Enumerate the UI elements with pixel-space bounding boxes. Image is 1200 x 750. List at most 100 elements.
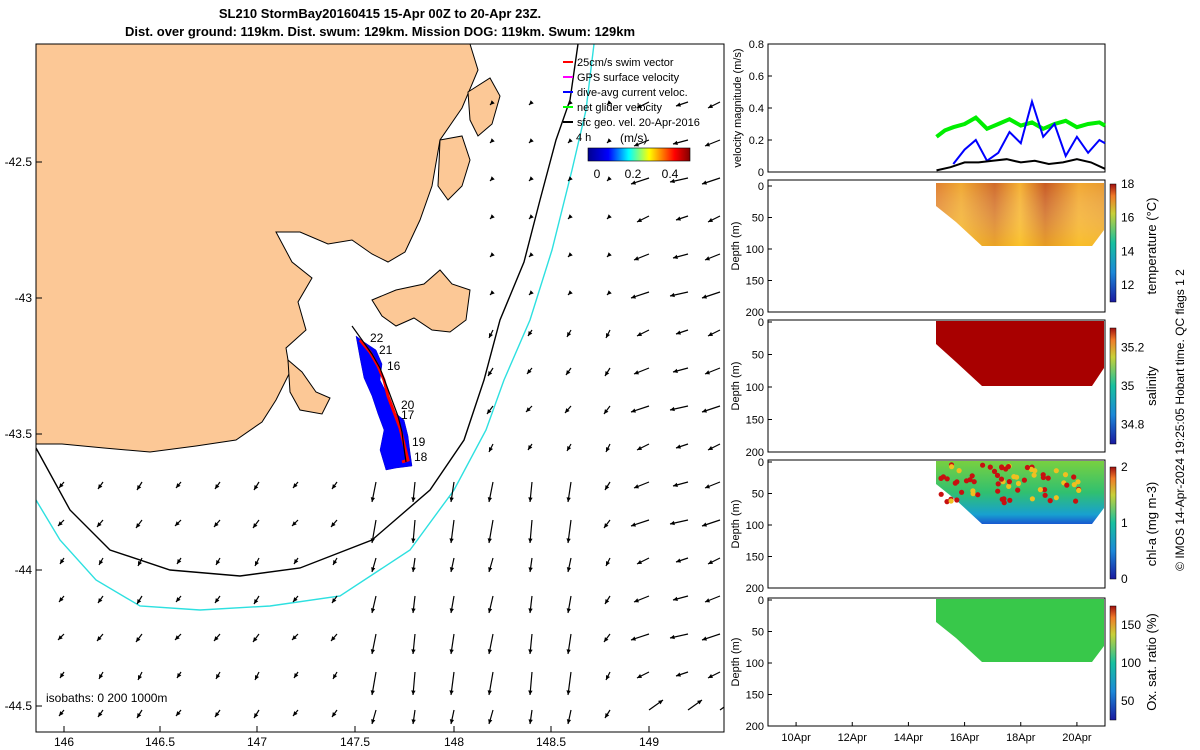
velocity-arrowhead: [566, 370, 571, 375]
chla-dot: [980, 462, 986, 468]
velocity-arrowhead: [708, 332, 713, 336]
map-y-ticks: -42.5 -43 -43.5 -44 -44.5: [5, 155, 42, 713]
velocity-arrowhead: [705, 598, 710, 603]
figure-title-line2: Dist. over ground: 119km. Dist. swum: 12…: [124, 24, 636, 39]
velocity-arrowhead: [176, 711, 181, 716]
velocity-arrowhead: [411, 649, 416, 654]
chla-dot: [1042, 487, 1048, 493]
day-label: 17: [401, 408, 415, 422]
velocity-arrowhead: [670, 520, 675, 526]
velocity-panel: 0 0.2 0.4 0.6 0.8 velocity magnitude (m/s): [732, 39, 1106, 179]
velocity-arrowhead: [216, 560, 221, 565]
velocity-arrowhead: [605, 485, 610, 490]
oxygen-colorbar-label: Ox. sat. ratio (%): [1144, 613, 1159, 711]
velocity-arrowhead: [490, 214, 495, 219]
velocity-arrowhead: [607, 100, 612, 105]
colorbar-tick-label: 14: [1121, 244, 1135, 258]
velocity-arrowhead: [526, 407, 531, 412]
velocity-arrowhead: [631, 294, 636, 299]
velocity-arrowhead: [705, 142, 710, 147]
velocity-arrowhead: [529, 252, 534, 257]
velocity-arrowhead: [488, 719, 493, 724]
velocity-arrowhead: [490, 252, 495, 257]
velocity-arrowhead: [215, 484, 220, 489]
oxygen-section: [936, 599, 1104, 662]
velocity-arrowhead: [175, 635, 180, 640]
chla-section: [936, 461, 1104, 524]
velocity-arrowhead: [449, 649, 454, 654]
velocity-arrowhead: [676, 444, 681, 449]
velocity-arrow: [719, 706, 724, 711]
velocity-arrowhead: [702, 636, 707, 641]
velocity-arrowhead: [697, 700, 702, 705]
depth-tick-label: 50: [752, 213, 764, 225]
velocity-arrowhead: [708, 218, 713, 222]
velocity-y-tick-label: 0.6: [749, 71, 764, 83]
velocity-arrowhead: [138, 561, 142, 566]
velocity-series: [935, 98, 1106, 172]
depth-tick-label: 200: [746, 447, 764, 459]
velocity-arrowhead: [566, 497, 571, 502]
map-x-tick-label: 146: [54, 735, 74, 749]
velocity-arrowhead: [606, 561, 610, 566]
chla-dot: [987, 464, 993, 470]
salinity-section: [936, 321, 1104, 386]
chla-dot: [1031, 472, 1037, 478]
chla-y-label: Depth (m): [730, 500, 742, 549]
time-tick-label: 18Apr: [1006, 732, 1036, 744]
velocity-arrowhead: [528, 445, 533, 450]
velocity-line: [936, 158, 1106, 172]
time-tick-label: 14Apr: [894, 732, 924, 744]
temperature-y-label: Depth (m): [730, 222, 742, 271]
velocity-arrowhead: [529, 290, 534, 295]
chla-dot: [1029, 496, 1035, 502]
velocity-arrowhead: [702, 408, 707, 413]
velocity-arrowhead: [293, 711, 298, 716]
velocity-arrowhead: [670, 406, 675, 412]
velocity-arrowhead: [487, 649, 493, 654]
chla-high-values: [938, 462, 1082, 506]
velocity-arrowhead: [634, 142, 639, 147]
velocity-arrowhead: [137, 713, 142, 718]
chla-dot: [1024, 464, 1030, 471]
velocity-arrowhead: [566, 649, 571, 654]
velocity-arrowhead: [673, 482, 678, 487]
chla-dot: [1006, 479, 1013, 485]
salinity-panel: 0 50 100 150 200 Depth (m) 34.8 35 35.2 salini…: [730, 317, 1159, 459]
velocity-arrowhead: [637, 560, 642, 564]
time-tick-label: 16Apr: [950, 732, 980, 744]
chla-dot: [1005, 464, 1012, 470]
velocity-arrowhead: [59, 483, 64, 488]
velocity-arrowhead: [705, 484, 710, 489]
chla-dot: [998, 476, 1005, 482]
depth-tick-label: 100: [746, 520, 764, 532]
chla-dot: [1011, 474, 1017, 480]
isobath-1000m: [36, 44, 595, 611]
colorbar-tick-label: 50: [1121, 694, 1135, 708]
legend-entry: GPS surface velocity: [577, 72, 680, 84]
eastern-headland: [437, 135, 471, 201]
velocity-arrowhead: [637, 332, 642, 336]
velocity-arrowhead: [136, 523, 141, 528]
chla-dot: [1032, 468, 1038, 474]
velocity-arrowhead: [136, 637, 141, 642]
isobaths-label: isobaths: 0 200 1000m: [46, 691, 167, 705]
velocity-arrowhead: [708, 674, 713, 678]
depth-tick-label: 100: [746, 382, 764, 394]
chla-dot: [1071, 474, 1077, 480]
velocity-arrowhead: [631, 522, 636, 527]
velocity-arrowhead: [333, 560, 338, 565]
velocity-arrowhead: [528, 567, 533, 572]
velocity-arrowhead: [254, 713, 259, 718]
chla-dot: [1021, 477, 1027, 483]
map-colorbar-tick: 0.2: [625, 167, 642, 181]
depth-tick-label: 0: [758, 457, 764, 469]
colorbar-tick-label: 12: [1121, 278, 1135, 292]
velocity-arrowhead: [487, 538, 492, 543]
velocity-arrowhead: [371, 719, 376, 724]
chla-dot: [975, 492, 981, 498]
legend-entry: dive-avg current veloc.: [577, 87, 688, 99]
velocity-arrowhead: [255, 675, 259, 680]
figure-title-line1: SL210 StormBay20160415 15-Apr 00Z to 20-…: [218, 6, 542, 21]
velocity-arrowhead: [489, 447, 493, 452]
